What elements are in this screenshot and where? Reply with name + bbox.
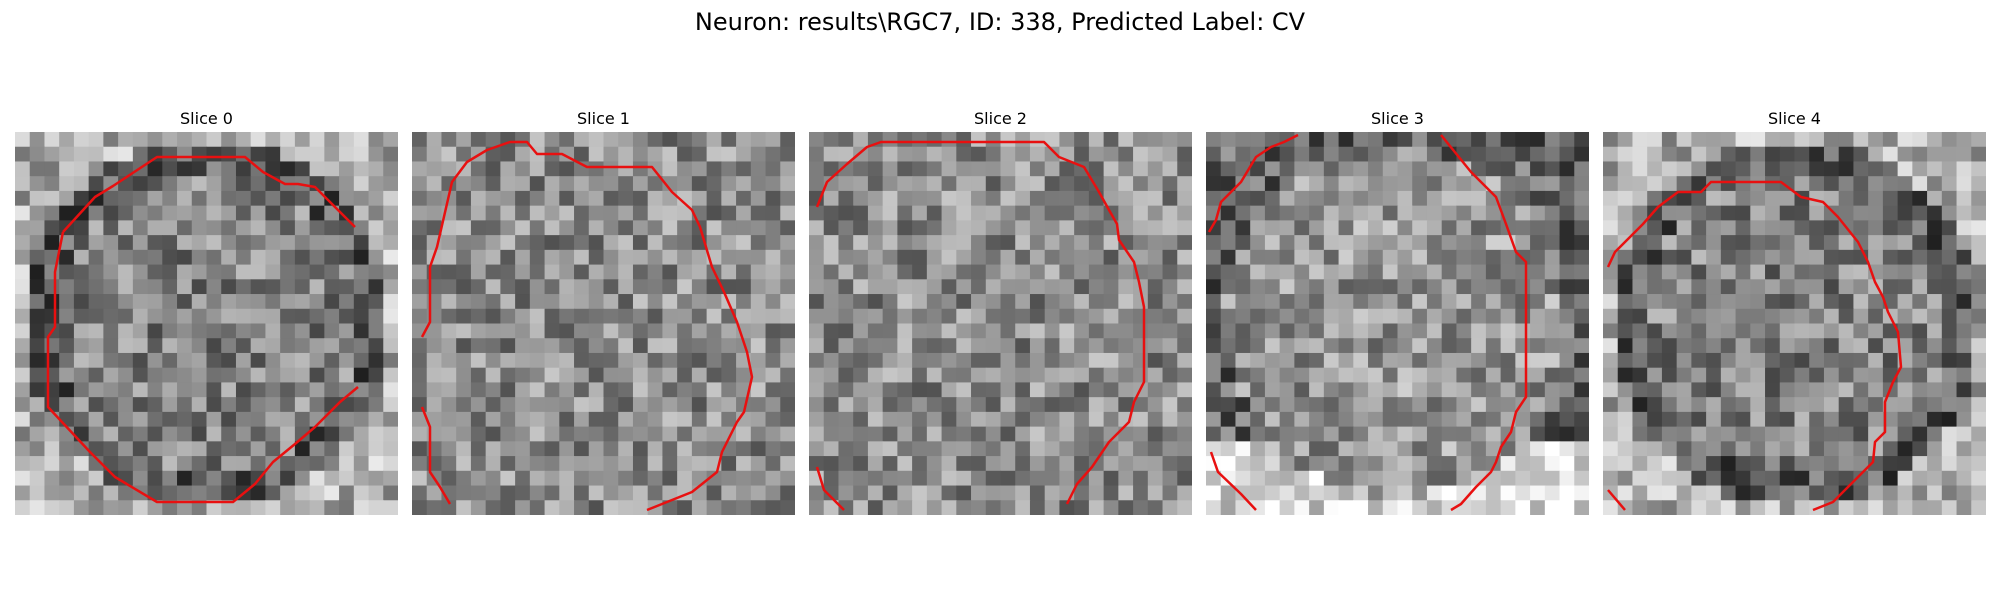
microscopy-pixels <box>15 132 398 515</box>
slice-title: Slice 2 <box>974 109 1027 128</box>
slice-title: Slice 4 <box>1768 109 1821 128</box>
slice-title: Slice 0 <box>180 109 233 128</box>
microscopy-pixels <box>1603 132 1986 515</box>
cell-contour <box>815 140 1146 511</box>
microscopy-pixels <box>412 132 795 515</box>
slice-image <box>1206 132 1589 515</box>
slice-title: Slice 3 <box>1371 109 1424 128</box>
microscopy-pixels <box>1206 132 1589 515</box>
cell-contour <box>1606 180 1903 512</box>
slice-image <box>412 132 795 515</box>
microscopy-pixels <box>809 132 1192 515</box>
slice-title: Slice 1 <box>577 109 630 128</box>
slice-image <box>15 132 398 515</box>
figure-title: Neuron: results\RGC7, ID: 338, Predicted… <box>694 8 1306 36</box>
slice-panel-0: Slice 0 <box>15 108 398 515</box>
cell-contour <box>46 155 359 504</box>
slice-panel-2: Slice 2 <box>809 108 1192 515</box>
slice-image <box>1603 132 1986 515</box>
cell-contour <box>1207 133 1528 512</box>
slice-image <box>809 132 1192 515</box>
cell-contour <box>420 140 754 512</box>
slice-panel-1: Slice 1 <box>412 108 795 515</box>
slice-panel-3: Slice 3 <box>1206 108 1589 515</box>
slice-panel-4: Slice 4 <box>1603 108 1986 515</box>
